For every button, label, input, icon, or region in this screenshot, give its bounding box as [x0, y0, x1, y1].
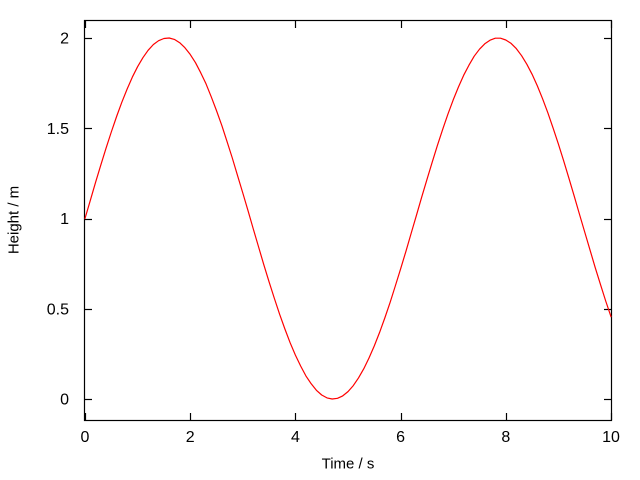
y-tick-label: 0: [60, 392, 69, 409]
y-axis-title: Height / m: [5, 185, 23, 255]
x-tick-label: 0: [81, 429, 90, 446]
x-tick-label: 8: [501, 429, 510, 446]
x-tick-label: 10: [602, 429, 620, 446]
y-tick-label: 1: [60, 211, 69, 228]
height-curve: [84, 37, 612, 400]
y-tick-label: 1.5: [47, 121, 69, 138]
x-tick-label: 4: [291, 429, 300, 446]
y-tick-label: 2: [60, 31, 69, 48]
x-tick-label: 2: [186, 429, 195, 446]
x-tick-label: 6: [396, 429, 405, 446]
y-tick-label: 0.5: [47, 301, 69, 318]
x-axis-title: Time / s: [321, 455, 375, 473]
plot-border: [83, 19, 613, 422]
